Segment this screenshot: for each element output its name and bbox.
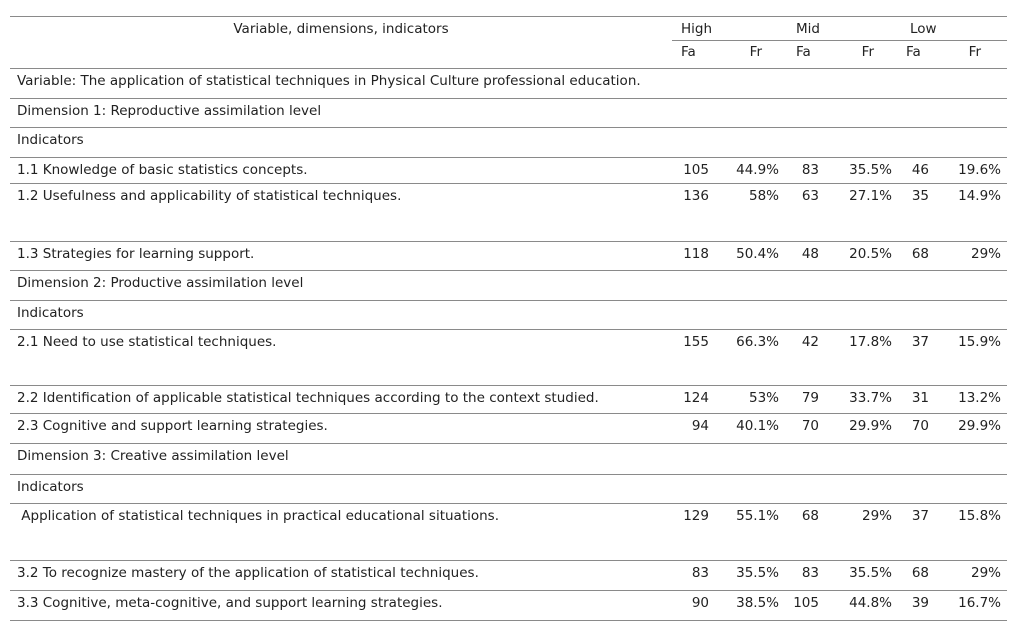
cell-mid-fa: 83	[785, 157, 825, 184]
cell-mid-fr: 33.7%	[825, 385, 898, 414]
cell-mid-fr: 20.5%	[825, 241, 898, 271]
cell-low-fr: 13.2%	[935, 385, 1007, 414]
section-row: Dimension 2: Productive assimilation lev…	[10, 270, 1007, 301]
cell-low-fr: 15.9%	[935, 329, 1007, 386]
cell-low-fr: 29%	[935, 560, 1007, 591]
row-label: 3.2 To recognize mastery of the applicat…	[10, 560, 672, 591]
table-row: 1.1 Knowledge of basic statistics concep…	[10, 157, 1007, 184]
header-low: Low	[898, 16, 1007, 41]
cell-high-fa: 118	[672, 241, 715, 271]
cell-high-fr: 58%	[715, 183, 785, 242]
row-label: 2.1 Need to use statistical techniques.	[10, 329, 672, 386]
cell-high-fr: 50.4%	[715, 241, 785, 271]
cell-mid-fa: 79	[785, 385, 825, 414]
section-row: Dimension 3: Creative assimilation level	[10, 443, 1007, 475]
cell-mid-fr: 35.5%	[825, 157, 898, 184]
row-label: 1.2 Usefulness and applicability of stat…	[10, 183, 672, 242]
cell-high-fr: 53%	[715, 385, 785, 414]
cell-high-fa: 124	[672, 385, 715, 414]
header-mid-fa: Fa	[796, 44, 811, 60]
table-row: 3.3 Cognitive, meta-cognitive, and suppo…	[10, 590, 1007, 621]
row-label: Variable: The application of statistical…	[10, 68, 1007, 99]
row-label: Indicators	[10, 127, 1007, 158]
cell-low-fa: 37	[898, 503, 935, 561]
table-row: 2.2 Identification of applicable statist…	[10, 385, 1007, 414]
cell-low-fa: 68	[898, 241, 935, 271]
cell-high-fa: 105	[672, 157, 715, 184]
header-mid: Mid	[785, 16, 898, 41]
table-row: 1.2 Usefulness and applicability of stat…	[10, 183, 1007, 242]
section-row: Indicators	[10, 300, 1007, 330]
cell-high-fr: 66.3%	[715, 329, 785, 386]
row-label: 2.2 Identification of applicable statist…	[10, 385, 672, 414]
cell-mid-fr: 17.8%	[825, 329, 898, 386]
row-label: 2.3 Cognitive and support learning strat…	[10, 413, 672, 444]
cell-mid-fr: 29.9%	[825, 413, 898, 444]
cell-high-fr: 55.1%	[715, 503, 785, 561]
cell-mid-fr: 35.5%	[825, 560, 898, 591]
row-label: Application of statistical techniques in…	[10, 503, 672, 561]
cell-high-fr: 44.9%	[715, 157, 785, 184]
cell-mid-fa: 63	[785, 183, 825, 242]
cell-low-fa: 68	[898, 560, 935, 591]
cell-high-fr: 40.1%	[715, 413, 785, 444]
table-row: 2.3 Cognitive and support learning strat…	[10, 413, 1007, 444]
cell-low-fa: 46	[898, 157, 935, 184]
section-row: Indicators	[10, 474, 1007, 504]
cell-mid-fa: 83	[785, 560, 825, 591]
cell-mid-fr: 27.1%	[825, 183, 898, 242]
section-row: Indicators	[10, 127, 1007, 158]
cell-mid-fa: 105	[785, 590, 825, 621]
header-high: High	[672, 16, 785, 41]
cell-mid-fa: 48	[785, 241, 825, 271]
cell-high-fr: 35.5%	[715, 560, 785, 591]
cell-low-fa: 70	[898, 413, 935, 444]
row-label: 1.3 Strategies for learning support.	[10, 241, 672, 271]
row-label: Indicators	[10, 300, 1007, 330]
section-row: Dimension 1: Reproductive assimilation l…	[10, 98, 1007, 128]
header-row-groups: Variable, dimensions, indicators High Mi…	[10, 16, 1007, 69]
cell-low-fr: 29%	[935, 241, 1007, 271]
table-row: 2.1 Need to use statistical techniques. 1…	[10, 329, 1007, 386]
cell-low-fr: 19.6%	[935, 157, 1007, 184]
cell-low-fa: 37	[898, 329, 935, 386]
row-label: Dimension 3: Creative assimilation level	[10, 443, 1007, 475]
row-label: 3.3 Cognitive, meta-cognitive, and suppo…	[10, 590, 672, 621]
results-table: Variable, dimensions, indicators High Mi…	[10, 16, 1007, 621]
cell-low-fa: 39	[898, 590, 935, 621]
cell-low-fa: 35	[898, 183, 935, 242]
cell-mid-fr: 44.8%	[825, 590, 898, 621]
cell-high-fa: 136	[672, 183, 715, 242]
section-row: Variable: The application of statistical…	[10, 68, 1007, 99]
cell-mid-fr: 29%	[825, 503, 898, 561]
header-label: Variable, dimensions, indicators	[10, 16, 672, 69]
cell-high-fa: 155	[672, 329, 715, 386]
cell-high-fa: 129	[672, 503, 715, 561]
cell-high-fa: 90	[672, 590, 715, 621]
cell-high-fr: 38.5%	[715, 590, 785, 621]
table-row: Application of statistical techniques in…	[10, 503, 1007, 561]
cell-mid-fa: 70	[785, 413, 825, 444]
header-low-fr: Fr	[968, 44, 981, 60]
cell-high-fa: 83	[672, 560, 715, 591]
cell-mid-fa: 68	[785, 503, 825, 561]
header-mid-fr: Fr	[861, 44, 874, 60]
row-label: Dimension 2: Productive assimilation lev…	[10, 270, 1007, 301]
table-row: 1.3 Strategies for learning support. 118 5…	[10, 241, 1007, 271]
header-row-sub: Fa Fr Fa Fr Fa Fr	[10, 41, 1007, 69]
header-low-fa: Fa	[906, 44, 921, 60]
cell-low-fr: 29.9%	[935, 413, 1007, 444]
header-high-fr: Fr	[749, 44, 762, 60]
cell-high-fa: 94	[672, 413, 715, 444]
cell-low-fr: 16.7%	[935, 590, 1007, 621]
cell-mid-fa: 42	[785, 329, 825, 386]
row-label: Indicators	[10, 474, 1007, 504]
cell-low-fr: 14.9%	[935, 183, 1007, 242]
table-row: 3.2 To recognize mastery of the applicat…	[10, 560, 1007, 591]
row-label: 1.1 Knowledge of basic statistics concep…	[10, 157, 672, 184]
cell-low-fr: 15.8%	[935, 503, 1007, 561]
header-high-fa: Fa	[681, 44, 696, 60]
row-label: Dimension 1: Reproductive assimilation l…	[10, 98, 1007, 128]
cell-low-fa: 31	[898, 385, 935, 414]
